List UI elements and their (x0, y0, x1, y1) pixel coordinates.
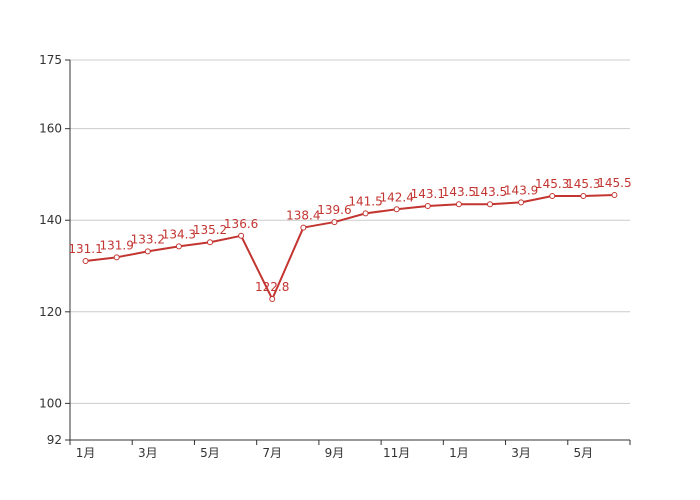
data-label: 143.1 (411, 187, 445, 201)
y-tick-label: 140 (39, 213, 62, 227)
data-point (144, 248, 151, 255)
x-tick-label: 11月 (383, 446, 410, 460)
data-point (207, 239, 213, 246)
y-tick-label: 175 (39, 53, 62, 67)
data-point (362, 210, 369, 217)
y-tick-label: 100 (39, 396, 62, 410)
x-tick-label: 7月 (262, 446, 282, 460)
data-point (269, 295, 276, 302)
data-point (175, 243, 182, 250)
data-label: 143.5 (442, 185, 476, 199)
y-tick-label: 160 (39, 122, 62, 136)
x-tick-label: 9月 (325, 446, 345, 460)
data-label: 145.3 (566, 177, 600, 191)
data-point (300, 224, 307, 231)
data-label: 134.3 (162, 227, 196, 241)
x-tick-label: 5月 (574, 446, 594, 460)
data-label: 131.1 (68, 242, 102, 256)
y-tick-label: 92 (47, 433, 62, 447)
data-label: 131.9 (99, 238, 133, 252)
series-line (85, 194, 615, 300)
data-point (518, 199, 525, 206)
data-label: 143.5 (473, 185, 507, 199)
x-tick-label: 3月 (511, 446, 531, 460)
x-tick-label: 3月 (138, 446, 158, 460)
data-point (424, 203, 431, 210)
gridlines (70, 59, 630, 404)
data-point (331, 219, 338, 226)
x-tick-label: 1月 (76, 446, 96, 460)
data-point (238, 232, 245, 239)
y-tick-label: 120 (39, 305, 62, 319)
series-layer (82, 192, 618, 302)
data-point (549, 192, 556, 199)
data-label: 136.6 (224, 217, 258, 231)
data-label: 122.8 (255, 280, 289, 294)
data-label: 135.2 (193, 223, 227, 237)
data-label: 145.5 (597, 176, 631, 190)
data-point (113, 254, 120, 261)
data-label: 142.4 (379, 190, 413, 204)
data-label: 139.6 (317, 203, 351, 217)
x-tick-label: 5月 (200, 446, 220, 460)
data-label: 141.5 (348, 194, 382, 208)
data-label: 143.9 (504, 183, 538, 197)
data-point (611, 192, 618, 199)
x-tick-label: 1月 (449, 446, 469, 460)
data-point (82, 257, 89, 264)
axes: 92 100 120 140 160 175 1月 3月 5月 7月 9月 11月 1月 3月 5月 (39, 53, 631, 460)
data-point (580, 192, 587, 199)
data-label: 133.2 (131, 232, 165, 246)
data-point (455, 201, 462, 208)
data-point (393, 206, 400, 213)
data-label: 138.4 (286, 209, 320, 223)
data-label: 145.3 (535, 177, 569, 191)
data-point (487, 201, 493, 208)
